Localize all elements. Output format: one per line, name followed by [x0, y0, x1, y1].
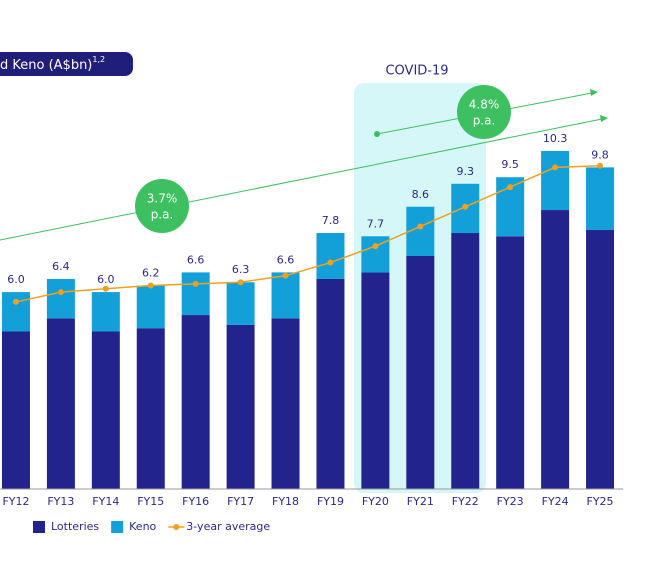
bar-segment: [1, 331, 30, 489]
growth-label: 3.7%: [147, 192, 178, 206]
average-point: [327, 259, 334, 266]
x-tick-label: FY17: [227, 495, 254, 508]
value-label: 6.3: [232, 263, 250, 276]
growth-label: 4.8%: [469, 98, 500, 112]
value-label: 9.5: [501, 158, 519, 171]
trend-arrow: [0, 118, 603, 241]
average-line: [15, 164, 601, 303]
value-label: 7.7: [367, 217, 385, 230]
average-point: [372, 243, 379, 250]
average-point: [507, 184, 514, 191]
bar-segment: [361, 272, 390, 489]
average-point: [102, 285, 109, 292]
value-label: 6.0: [97, 273, 115, 286]
x-tick-label: FY20: [362, 495, 389, 508]
x-tick-label: FY13: [47, 495, 74, 508]
legend-dot: [173, 524, 180, 530]
average-point: [417, 223, 424, 230]
legend-swatch: [33, 521, 45, 533]
x-tick-label: FY23: [497, 495, 524, 508]
bar-segment: [1, 292, 30, 332]
average-point: [192, 280, 199, 287]
arrowhead: [590, 89, 598, 96]
value-label: 6.2: [142, 267, 160, 280]
bar-segment: [541, 210, 570, 489]
value-label: 9.8: [591, 148, 609, 161]
covid-label: COVID-19: [385, 64, 448, 79]
average-point: [237, 279, 244, 286]
growth-label: p.a.: [151, 208, 174, 222]
growth-bubble: [457, 85, 511, 139]
arrowhead: [600, 115, 608, 122]
average-point: [552, 164, 559, 171]
average-point: [57, 289, 64, 296]
x-tick-label: FY15: [137, 495, 164, 508]
bar-segment: [406, 255, 435, 489]
x-tick-label: FY14: [92, 495, 119, 508]
value-label: 9.3: [457, 165, 475, 178]
x-tick-label: FY22: [452, 495, 479, 508]
bar-segment: [451, 233, 480, 489]
title-box: [0, 52, 133, 76]
bar-segment: [541, 150, 570, 211]
bar-segment: [406, 206, 435, 256]
value-label: 10.3: [543, 132, 568, 145]
value-label: 8.6: [412, 188, 430, 201]
average-point: [462, 203, 469, 210]
bar-segment: [46, 318, 75, 489]
x-tick-label: FY12: [2, 495, 29, 508]
bar-segment: [91, 292, 120, 332]
x-tick-label: FY18: [272, 495, 299, 508]
bar-segment: [181, 272, 210, 316]
bar-segment: [226, 282, 255, 325]
bar-segment: [496, 236, 525, 489]
growth-label: p.a.: [473, 114, 496, 128]
x-tick-label: FY21: [407, 495, 434, 508]
title-text: d Keno (A$bn): [0, 58, 92, 73]
marks: [1, 150, 615, 489]
arrow-dot: [374, 131, 380, 137]
legend-swatch: [111, 521, 124, 533]
bar-segment: [586, 229, 615, 489]
bar-segment: [271, 318, 300, 489]
x-tick-label: FY19: [317, 495, 344, 508]
x-tick-label: FY16: [182, 495, 209, 508]
bar-segment: [181, 315, 210, 489]
growth-bubble: [135, 179, 189, 233]
average-point: [147, 282, 154, 289]
value-label: 6.6: [277, 253, 295, 266]
average-point: [597, 162, 604, 169]
bar-segment: [136, 328, 165, 489]
bar-segment: [91, 331, 120, 489]
chart-title: d Keno (A$bn)1,2: [0, 55, 105, 73]
bar-segment: [271, 272, 300, 319]
value-label: 6.6: [187, 253, 205, 266]
legend-label: 3-year average: [186, 520, 270, 533]
x-tick-label: FY24: [542, 495, 569, 508]
legend-label: Lotteries: [51, 520, 99, 533]
average-point: [12, 298, 19, 305]
x-tick-label: FY25: [587, 495, 614, 508]
bar-segment: [46, 278, 75, 319]
bar-segment: [316, 278, 345, 489]
value-label: 7.8: [322, 214, 340, 227]
legend-label: Keno: [129, 520, 156, 533]
bar-segment: [136, 285, 165, 329]
bar-segment: [316, 233, 345, 279]
value-label: 6.4: [52, 260, 70, 273]
average-point: [282, 272, 289, 279]
bar-segment: [586, 167, 615, 230]
value-label: 6.0: [7, 273, 25, 286]
bar-segment: [226, 324, 255, 489]
title-sup: 1,2: [92, 55, 105, 64]
